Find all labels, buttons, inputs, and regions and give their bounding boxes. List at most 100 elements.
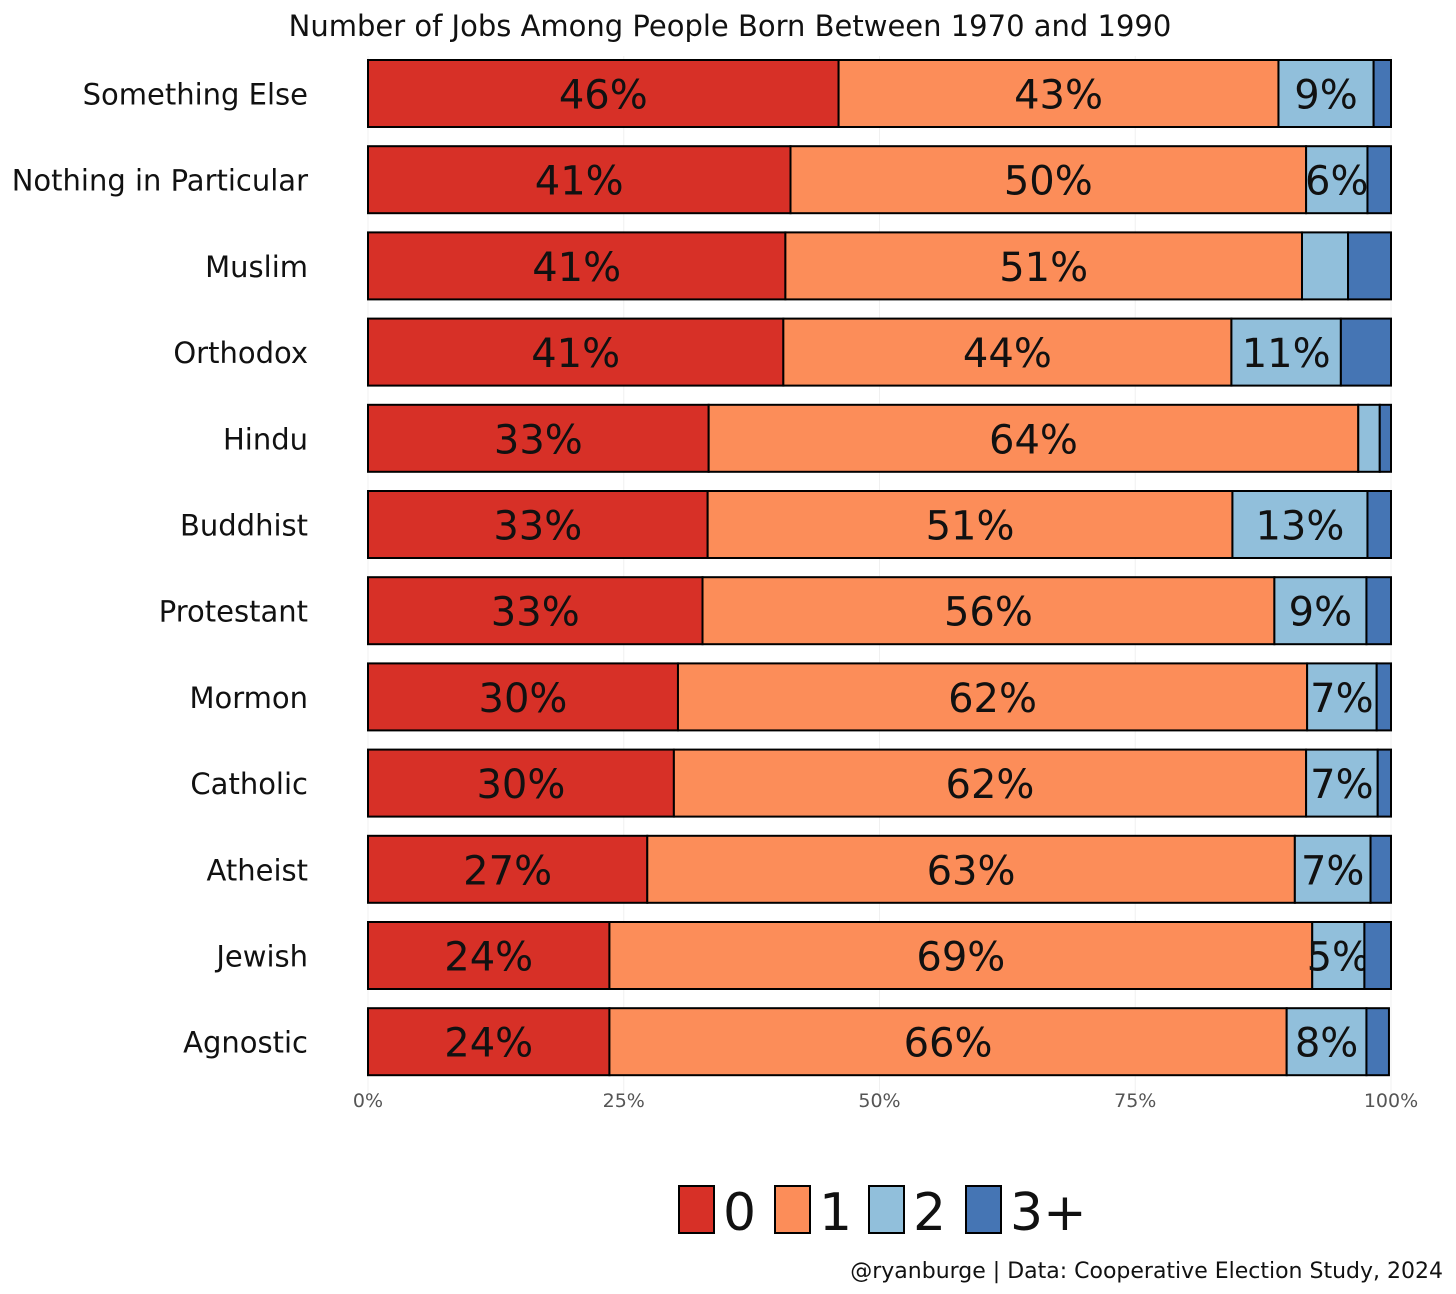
bar-segment-2 <box>1300 231 1350 301</box>
data-label: 7% <box>1301 848 1364 894</box>
bar-row: Something Else 46% 43% 9% <box>83 59 1393 128</box>
bar-row: Agnostic 24% 66% 8% <box>183 1007 1390 1077</box>
bar-segment-3plus <box>1376 748 1393 818</box>
bar-segment-0 <box>367 576 704 646</box>
category-label: Buddhist <box>180 509 308 543</box>
data-label: 11% <box>1242 331 1331 377</box>
legend-swatch <box>774 1185 811 1234</box>
category-label: Mormon <box>189 681 308 715</box>
bar-segment-1 <box>707 403 1360 473</box>
bar-segment-3plus <box>1366 145 1392 215</box>
chart-caption: @ryanburge | Data: Cooperative Election … <box>850 1259 1443 1284</box>
category-label: Jewish <box>214 940 308 974</box>
data-label: 9% <box>1289 590 1352 636</box>
data-label: 50% <box>1004 159 1093 205</box>
data-label: 13% <box>1255 504 1344 550</box>
data-label: 7% <box>1310 762 1373 808</box>
bar-row: Catholic 30% 62% 7% <box>190 748 1393 818</box>
data-label: 30% <box>479 676 568 722</box>
bar-segment-1 <box>672 748 1308 818</box>
bar-row: Protestant 33% 56% 9% <box>159 576 1392 646</box>
x-tick-label: 25% <box>603 1090 645 1112</box>
data-label: 41% <box>535 159 624 205</box>
x-tick-label: 100% <box>1364 1090 1418 1112</box>
bar-segment-1 <box>701 576 1276 646</box>
data-label: 69% <box>916 935 1005 981</box>
category-label: Something Else <box>83 78 308 112</box>
bar-segment-0 <box>367 662 679 732</box>
data-label: 27% <box>463 848 552 894</box>
category-label: Hindu <box>223 422 308 456</box>
bar-segment-3plus <box>1369 834 1393 904</box>
bar-segment-1 <box>789 145 1308 215</box>
data-label: 62% <box>948 676 1037 722</box>
data-label: 9% <box>1294 73 1357 119</box>
data-label: 30% <box>476 762 565 808</box>
data-label: 63% <box>927 848 1016 894</box>
bar-segment-3plus <box>1363 921 1392 990</box>
bar-segment-2 <box>1273 576 1368 646</box>
bar-segment-3plus <box>1378 403 1392 473</box>
legend-label: 0 <box>723 1183 756 1243</box>
x-tick-label: 75% <box>1114 1090 1156 1112</box>
bar-segment-0 <box>367 921 611 990</box>
bar-segment-2 <box>1277 59 1375 128</box>
data-label: 8% <box>1295 1021 1358 1067</box>
bar-segment-0 <box>367 59 840 128</box>
bar-segment-3plus <box>1366 490 1392 559</box>
legend-label: 1 <box>819 1183 852 1243</box>
legend: 0 1 2 3+ <box>678 1183 1087 1243</box>
chart-title: Number of Jobs Among People Born Between… <box>289 9 1172 43</box>
bar-segment-2 <box>1293 834 1372 904</box>
bar-row: Buddhist 33% 51% 13% <box>180 490 1392 559</box>
bar-segment-1 <box>676 662 1309 732</box>
data-label: 56% <box>944 590 1033 636</box>
bars: Something Else 46% 43% 9% Nothing in Particu… <box>12 59 1393 1077</box>
data-label: 64% <box>989 417 1078 463</box>
legend-label: 3+ <box>1010 1183 1087 1243</box>
bar-segment-0 <box>367 834 649 904</box>
data-label: 5% <box>1307 935 1370 981</box>
bar-segment-2 <box>1306 662 1378 732</box>
legend-swatch <box>678 1185 715 1234</box>
bar-segment-3plus <box>1339 317 1393 387</box>
data-label: 62% <box>946 762 1035 808</box>
legend-swatch <box>965 1185 1002 1234</box>
bar-row: Jewish 24% 69% 5% <box>214 921 1392 990</box>
data-label: 24% <box>444 935 533 981</box>
bar-row: Orthodox 41% 44% 11% <box>173 317 1393 387</box>
category-label: Catholic <box>190 767 308 801</box>
data-label: 33% <box>494 417 583 463</box>
bar-row: Hindu 33% 64% <box>223 403 1392 473</box>
bar-row: Muslim 41% 51% <box>205 231 1393 301</box>
category-label: Protestant <box>159 595 308 629</box>
bar-segment-0 <box>367 317 785 387</box>
data-label: 66% <box>904 1021 993 1067</box>
x-axis: 0% 25% 50% 75% 100% <box>353 1090 1418 1112</box>
bar-segment-0 <box>367 231 787 301</box>
bar-segment-1 <box>706 490 1234 559</box>
x-tick-label: 0% <box>353 1090 383 1112</box>
bar-segment-0 <box>367 1007 611 1077</box>
data-label: 6% <box>1305 159 1368 205</box>
bar-segment-3plus <box>1375 662 1392 732</box>
bar-segment-1 <box>646 834 1296 904</box>
x-tick-label: 50% <box>858 1090 900 1112</box>
bar-segment-2 <box>1231 490 1369 559</box>
bar-segment-3plus <box>1372 59 1393 128</box>
bar-segment-1 <box>837 59 1280 128</box>
bar-row: Mormon 30% 62% 7% <box>189 662 1392 732</box>
data-label: 33% <box>491 590 580 636</box>
data-label: 43% <box>1014 73 1103 119</box>
data-label: 7% <box>1310 676 1373 722</box>
category-label: Muslim <box>205 250 308 284</box>
data-label: 24% <box>444 1021 533 1067</box>
bar-segment-3plus <box>1365 1007 1390 1077</box>
legend-label: 2 <box>913 1183 946 1243</box>
legend-swatch <box>868 1185 905 1234</box>
data-label: 51% <box>926 504 1015 550</box>
data-label: 41% <box>532 245 621 291</box>
bar-row: Nothing in Particular 41% 50% 6% <box>12 145 1392 215</box>
data-label: 46% <box>559 73 648 119</box>
